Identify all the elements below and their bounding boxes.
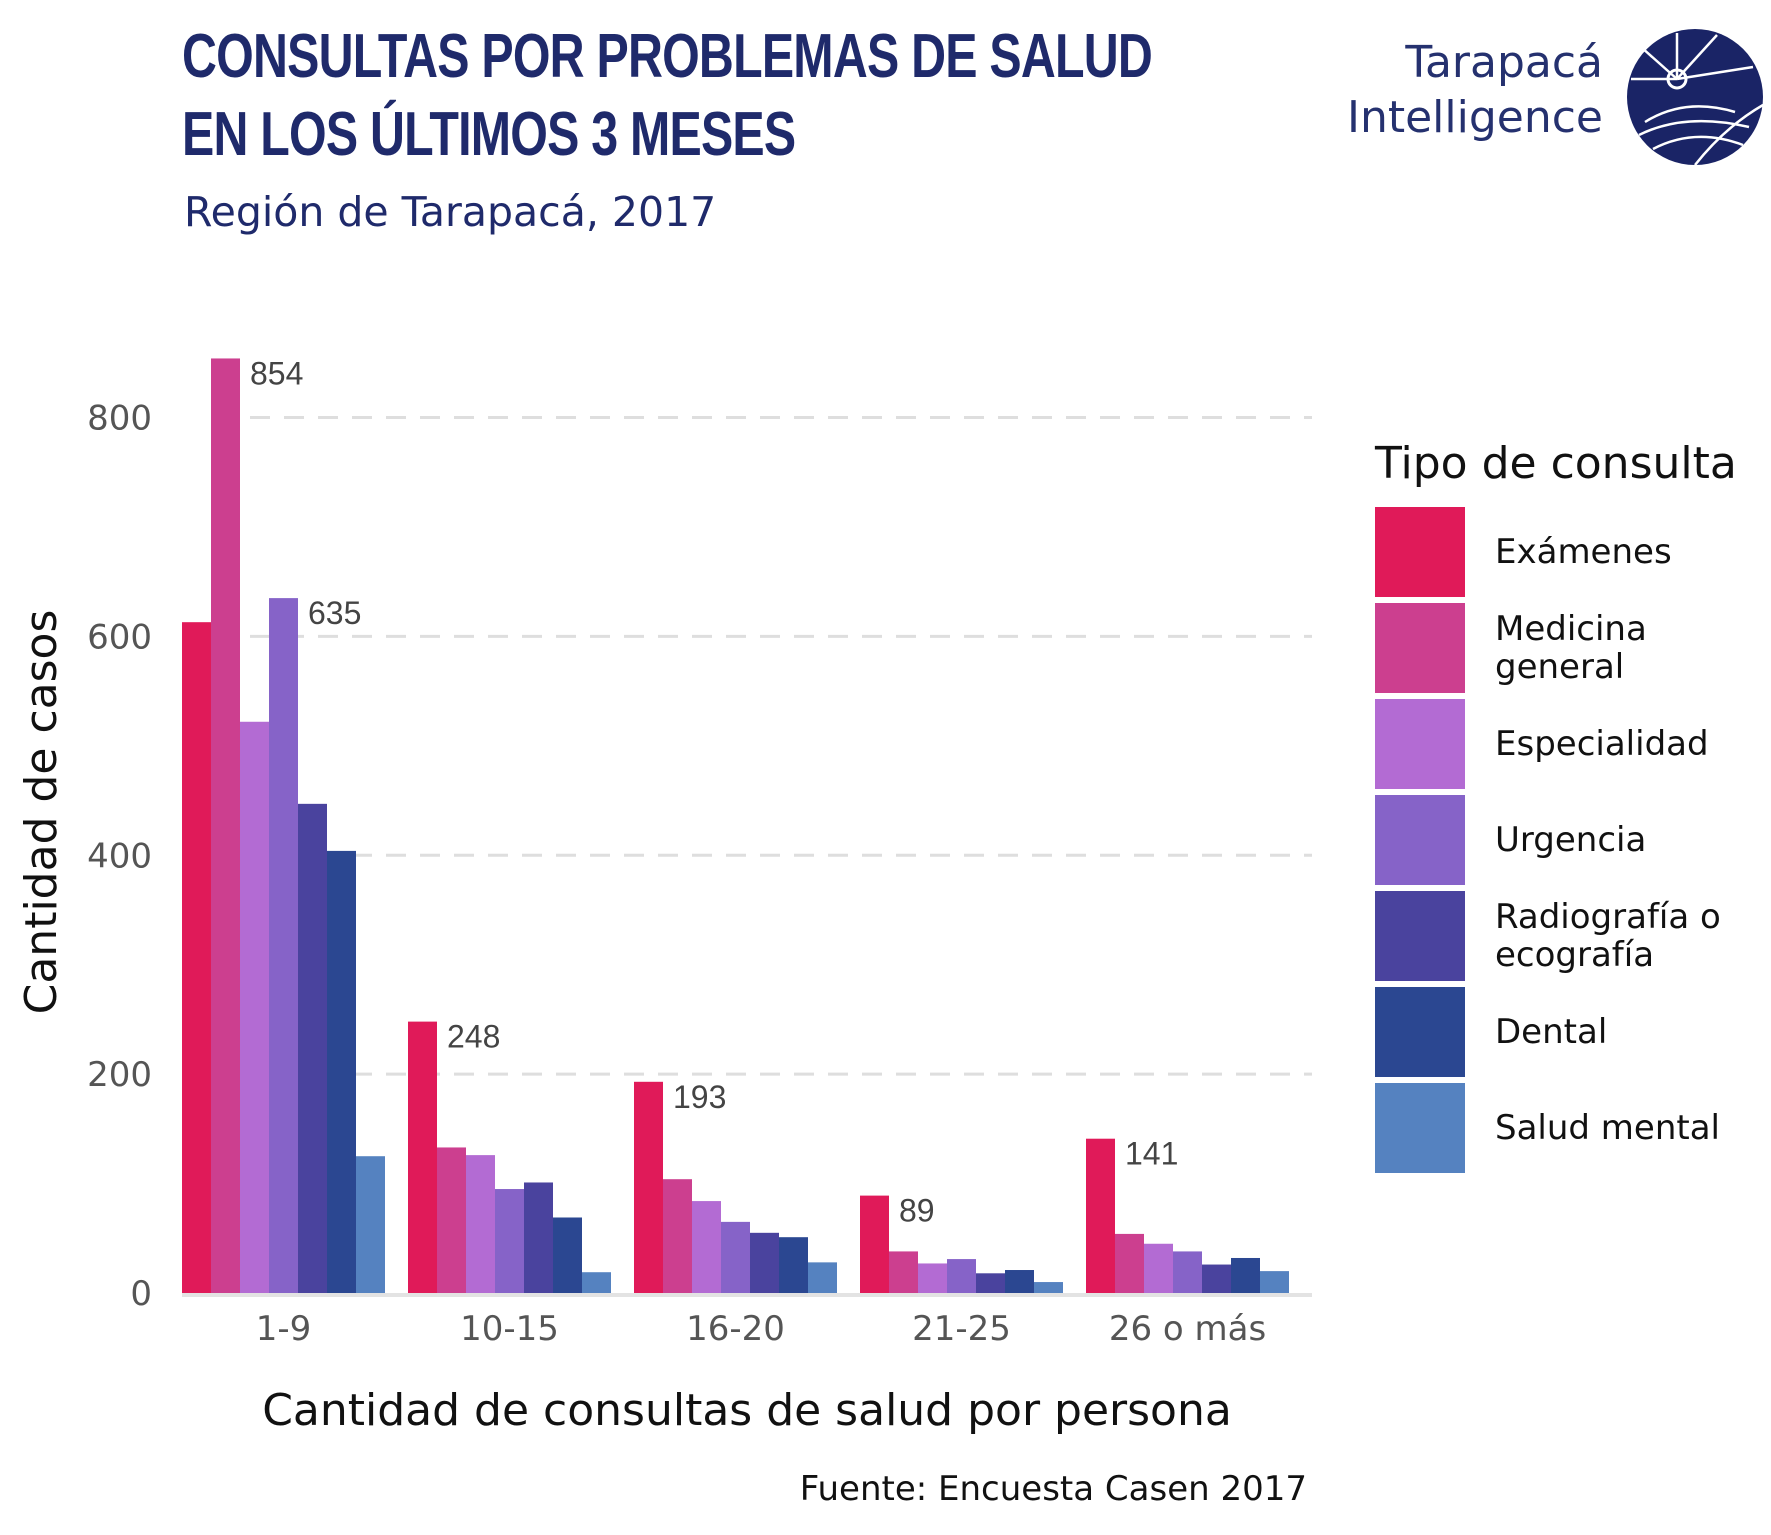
bar-1-9-especialidad — [240, 721, 269, 1293]
legend-label: Radiografía o ecografía — [1495, 897, 1721, 975]
legend-label: Salud mental — [1495, 1108, 1721, 1148]
legend-swatch — [1375, 795, 1465, 885]
y-tick-label: 400 — [87, 836, 152, 876]
bar-21-25-radiografia-o-ecografia — [976, 1273, 1005, 1293]
data-label: 635 — [308, 595, 361, 631]
bar-16-20-especialidad — [692, 1201, 721, 1293]
tarapaca-intelligence-logo: Tarapacá Intelligence — [1300, 25, 1770, 175]
bar-21-25-salud-mental — [1034, 1282, 1063, 1293]
y-tick-label: 200 — [87, 1055, 152, 1095]
bar-1-9-examenes — [182, 622, 211, 1293]
legend-swatch — [1375, 1083, 1465, 1173]
chart-subtitle: Región de Tarapacá, 2017 — [184, 188, 717, 236]
x-tick-label: 21-25 — [912, 1309, 1011, 1349]
bar-10-15-salud-mental — [582, 1272, 611, 1293]
observatory-emblem-icon — [1627, 29, 1764, 166]
bar-16-20-urgencia — [721, 1221, 750, 1293]
logo-text-line-1: Tarapacá — [1405, 37, 1603, 88]
legend-swatch — [1375, 699, 1465, 789]
bar-21-25-dental — [1005, 1270, 1034, 1293]
legend-item-urgencia: Urgencia — [1375, 795, 1755, 891]
bar-16-20-examenes — [634, 1081, 663, 1293]
bar-1-9-salud-mental — [356, 1156, 385, 1293]
bar-10-15-especialidad — [466, 1155, 495, 1293]
bar-10-15-medicina-general — [437, 1147, 466, 1293]
data-label: 193 — [673, 1079, 726, 1115]
bar-16-20-dental — [779, 1237, 808, 1293]
legend-swatch — [1375, 603, 1465, 693]
bar-1-9-radiografia-o-ecografia — [298, 803, 327, 1293]
chart-title-line-2: EN LOS ÚLTIMOS 3 MESES — [182, 100, 796, 169]
data-label: 854 — [250, 355, 303, 391]
bar-1-9-urgencia — [269, 598, 298, 1293]
data-label: 141 — [1125, 1136, 1178, 1172]
bar-21-25-medicina-general — [889, 1251, 918, 1293]
bar-26-o-mas-especialidad — [1144, 1243, 1173, 1293]
legend-item-salud-mental: Salud mental — [1375, 1083, 1755, 1179]
y-tick-label: 0 — [130, 1274, 152, 1314]
legend-label: Urgencia — [1495, 820, 1647, 860]
bar-10-15-dental — [553, 1217, 582, 1293]
bar-21-25-urgencia — [947, 1259, 976, 1293]
legend-swatch — [1375, 507, 1465, 597]
legend-label: Exámenes — [1495, 532, 1672, 572]
legend-item-dental: Dental — [1375, 987, 1755, 1083]
x-tick-label: 1-9 — [256, 1309, 312, 1349]
legend-swatch — [1375, 891, 1465, 981]
legend-swatch — [1375, 987, 1465, 1077]
legend: Tipo de consulta Exámenes Medicina genera… — [1375, 438, 1755, 1179]
legend-item-examenes: Exámenes — [1375, 507, 1755, 603]
legend-label: Medicina general — [1495, 609, 1647, 687]
y-axis-title: Cantidad de casos — [16, 610, 67, 1015]
x-tick-label: 10-15 — [460, 1309, 559, 1349]
x-tick-label: 26 o más — [1109, 1309, 1266, 1349]
legend-item-especialidad: Especialidad — [1375, 699, 1755, 795]
bar-10-15-radiografia-o-ecografia — [524, 1182, 553, 1293]
bar-16-20-radiografia-o-ecografia — [750, 1232, 779, 1293]
bar-1-9-dental — [327, 850, 356, 1293]
bar-1-9-medicina-general — [211, 358, 240, 1293]
bar-26-o-mas-medicina-general — [1115, 1233, 1144, 1293]
y-tick-label: 800 — [87, 399, 152, 439]
bar-26-o-mas-dental — [1231, 1257, 1260, 1293]
legend-item-radiografia-o-ecografia: Radiografía o ecografía — [1375, 891, 1755, 987]
legend-items: Exámenes Medicina general Especialidad Urge… — [1375, 507, 1755, 1179]
data-label: 89 — [899, 1193, 935, 1229]
bar-21-25-especialidad — [918, 1263, 947, 1293]
bar-21-25-examenes — [860, 1195, 889, 1293]
bar-26-o-mas-urgencia — [1173, 1251, 1202, 1293]
y-tick-label: 600 — [87, 617, 152, 657]
bar-10-15-urgencia — [495, 1189, 524, 1293]
source-note: Fuente: Encuesta Casen 2017 — [799, 1469, 1307, 1509]
bar-26-o-mas-salud-mental — [1260, 1271, 1289, 1293]
bar-10-15-examenes — [408, 1021, 437, 1293]
legend-title: Tipo de consulta — [1375, 438, 1737, 489]
legend-label: Especialidad — [1495, 724, 1709, 764]
legend-label: Dental — [1495, 1012, 1608, 1052]
bar-26-o-mas-examenes — [1086, 1138, 1115, 1293]
bar-26-o-mas-radiografia-o-ecografia — [1202, 1264, 1231, 1293]
x-axis-title: Cantidad de consultas de salud por perso… — [262, 1385, 1232, 1436]
bar-16-20-salud-mental — [808, 1262, 837, 1293]
legend-item-medicina-general: Medicina general — [1375, 603, 1755, 699]
bar-16-20-medicina-general — [663, 1179, 692, 1293]
chart-title: CONSULTAS POR PROBLEMAS DE SALUD EN LOS … — [182, 18, 1153, 174]
chart-title-line-1: CONSULTAS POR PROBLEMAS DE SALUD — [182, 22, 1153, 91]
logo-text-line-2: Intelligence — [1346, 92, 1603, 143]
data-label: 248 — [447, 1019, 500, 1055]
x-tick-label: 16-20 — [686, 1309, 785, 1349]
